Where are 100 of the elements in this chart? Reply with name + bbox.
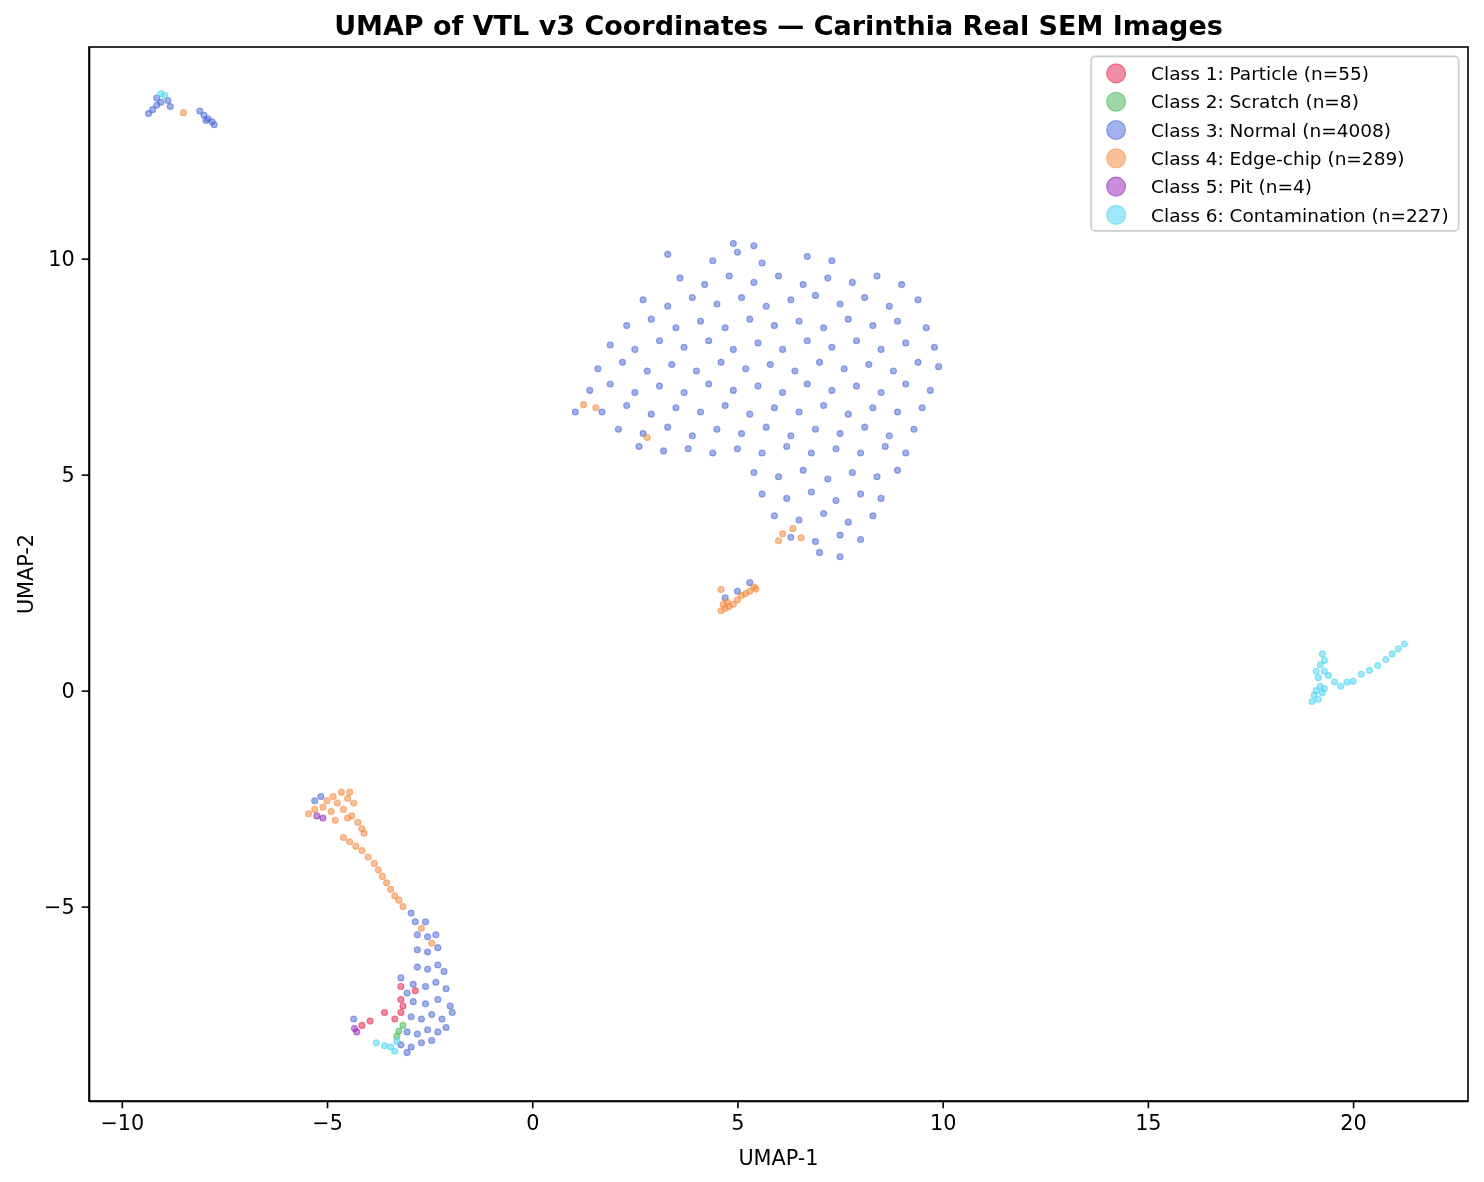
point (779, 530, 787, 538)
point (391, 1047, 399, 1055)
point (1312, 667, 1320, 675)
point (387, 885, 395, 893)
y-tick-label: 5 (61, 462, 75, 487)
point (346, 788, 354, 796)
x-tick-label: 5 (731, 1111, 745, 1136)
legend-label: Class 3: Normal (n=4008) (1151, 119, 1392, 141)
point (1357, 670, 1365, 678)
point (346, 838, 354, 846)
point (797, 534, 805, 542)
y-tick-label: 0 (61, 678, 75, 703)
legend-label: Class 1: Particle (n=55) (1151, 63, 1369, 85)
point (428, 939, 436, 947)
point (1400, 640, 1408, 648)
point (360, 829, 368, 837)
point (1349, 677, 1357, 685)
x-tick-label: 10 (929, 1111, 957, 1136)
point (352, 842, 360, 850)
point (411, 987, 419, 995)
point (719, 600, 727, 608)
point (380, 1008, 389, 1016)
point (380, 1042, 389, 1050)
point (395, 1027, 403, 1035)
point (364, 853, 372, 861)
point (1320, 656, 1328, 664)
point (746, 587, 754, 595)
point (395, 896, 403, 904)
point (179, 109, 187, 117)
point (358, 846, 366, 855)
point (350, 1024, 359, 1032)
point (366, 1017, 374, 1025)
y-tick-label: −5 (44, 894, 75, 919)
point (592, 404, 600, 412)
point (643, 433, 651, 442)
point (1388, 650, 1396, 658)
point (387, 1043, 395, 1051)
point (393, 1037, 401, 1045)
point (327, 808, 335, 816)
point (580, 401, 588, 409)
point (372, 1039, 380, 1047)
point (331, 816, 339, 824)
point (358, 1021, 366, 1029)
point (1324, 671, 1333, 680)
point (1343, 678, 1351, 686)
point (1314, 695, 1322, 703)
point (733, 596, 742, 604)
point (374, 866, 382, 874)
point (1365, 666, 1374, 674)
point (417, 924, 425, 932)
point (399, 903, 407, 911)
point (311, 805, 319, 813)
point (339, 805, 348, 813)
point (337, 788, 345, 796)
point (1320, 684, 1328, 693)
point (313, 812, 321, 820)
point (1337, 682, 1345, 690)
point (354, 818, 362, 826)
x-tick-label: 20 (1340, 1111, 1367, 1136)
point (1394, 645, 1402, 653)
x-tick-label: 0 (526, 1111, 540, 1136)
point (305, 810, 313, 818)
point (1318, 650, 1326, 658)
x-axis-title: UMAP-1 (738, 1145, 819, 1170)
legend-label: Class 4: Edge-chip (n=289) (1151, 147, 1405, 169)
legend-label: Class 2: Scratch (n=8) (1151, 91, 1359, 113)
point (1308, 697, 1316, 705)
point (333, 799, 341, 807)
y-tick-label: 10 (48, 246, 75, 271)
point (1312, 687, 1320, 695)
point (1331, 678, 1339, 686)
point (319, 814, 327, 822)
point (161, 91, 169, 99)
point (344, 814, 352, 822)
legend-label: Class 5: Pit (n=4) (1151, 176, 1312, 198)
point (323, 797, 331, 805)
point (397, 1008, 405, 1016)
point (339, 833, 348, 842)
y-axis-title: UMAP-2 (13, 533, 38, 615)
point (1382, 655, 1390, 664)
point (329, 792, 337, 801)
point (397, 995, 405, 1004)
point (1320, 667, 1328, 675)
point (774, 537, 783, 545)
x-tick-label: −5 (312, 1111, 343, 1136)
x-tick-label: −10 (100, 1111, 145, 1136)
point (358, 825, 366, 833)
x-tick-label: 15 (1135, 1111, 1162, 1136)
point (1314, 674, 1322, 682)
point (383, 879, 391, 887)
point (378, 872, 386, 880)
point (717, 586, 725, 594)
point (393, 1032, 401, 1040)
chart-title: UMAP of VTL v3 Coordinates — Carinthia Real SEM Images (334, 10, 1223, 41)
point (344, 795, 352, 803)
point (399, 1021, 407, 1029)
point (391, 892, 399, 900)
legend-label: Class 6: Contamination (n=227) (1151, 204, 1449, 226)
point (319, 803, 327, 811)
point (1316, 661, 1324, 669)
